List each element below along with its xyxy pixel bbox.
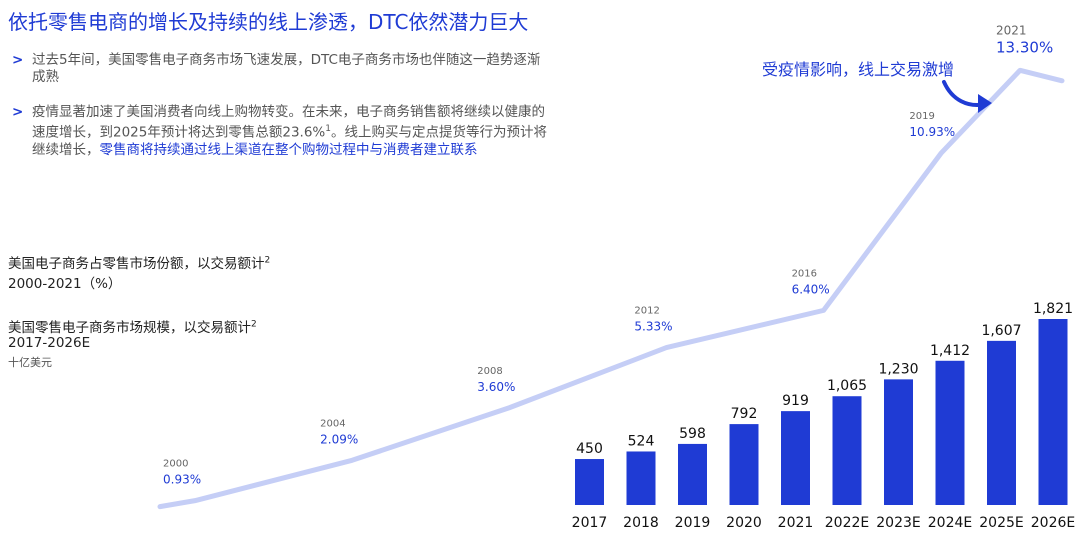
annotation-text: 受疫情影响，线上交易激增 xyxy=(762,60,955,79)
bar xyxy=(575,459,604,505)
bar-value-label: 1,607 xyxy=(981,323,1021,339)
share-line-series xyxy=(157,67,1065,510)
bar-value-label: 450 xyxy=(576,441,603,457)
share-year-label: 2008 xyxy=(477,366,502,377)
size-chart-title: 美国零售电子商务市场规模，以交易额计2 xyxy=(8,319,257,337)
bar-value-label: 598 xyxy=(679,426,706,442)
bar xyxy=(884,379,913,505)
bar-value-label: 1,412 xyxy=(930,343,970,359)
size-chart-range: 2017-2026E xyxy=(8,335,91,351)
bar-category-label: 2025E xyxy=(979,515,1023,531)
bullet-2-highlight: 零售商将持续通过线上渠道在整个购物过程中与消费者建立联系 xyxy=(99,141,478,158)
share-year-label: 2016 xyxy=(792,268,817,279)
bar-category-label: 2020 xyxy=(726,515,762,531)
bar-value-label: 792 xyxy=(731,406,758,422)
share-year-label: 2004 xyxy=(320,418,345,429)
bullet-2-text-a: 疫情显著加速了美国消费者向线上购物转变。在未来，电子商务销售额将继续以健康的速度… xyxy=(32,104,545,141)
share-value-label: 3.60% xyxy=(477,380,515,394)
bullet-2-text: 疫情显著加速了美国消费者向线上购物转变。在未来，电子商务销售额将继续以健康的速度… xyxy=(32,104,552,159)
annotation-arrowhead-icon xyxy=(978,94,992,113)
bar xyxy=(729,424,759,505)
bullet-1-text: 过去5年间，美国零售电子商务市场飞速发展，DTC电子商务市场也伴随这一趋势逐渐成… xyxy=(32,52,541,85)
bar-value-label: 524 xyxy=(628,433,655,449)
share-year-label: 2012 xyxy=(634,306,659,317)
bar-value-label: 1,230 xyxy=(878,361,918,377)
page-title: 依托零售电商的增长及持续的线上渗透，DTC依然潜力巨大 xyxy=(8,10,529,34)
share-year-label: 2021 xyxy=(996,23,1027,37)
bar-value-label: 1,821 xyxy=(1033,301,1073,317)
share-value-label: 6.40% xyxy=(792,282,830,296)
bullet-1: > 过去5年间，美国零售电子商务市场飞速发展，DTC电子商务市场也伴随这一趋势逐… xyxy=(12,52,552,86)
bullet-2-text-b: 。线上购买与定点提货等行为预计将继续增长， xyxy=(32,124,547,158)
share-chart-title: 美国电子商务占零售市场份额，以交易额计2 xyxy=(8,255,271,273)
bar xyxy=(935,360,965,505)
share-value-label: 10.93% xyxy=(909,125,955,139)
share-chart-range: 2000-2021（%） xyxy=(8,276,122,292)
bullet-arrow-icon: > xyxy=(12,104,24,120)
bar-category-label: 2017 xyxy=(572,515,608,531)
footnote-1: 1 xyxy=(325,124,331,134)
bar-category-label: 2023E xyxy=(876,515,920,531)
bar-category-label: 2022E xyxy=(825,515,869,531)
bullet-2: > 疫情显著加速了美国消费者向线上购物转变。在未来，电子商务销售额将继续以健康的… xyxy=(12,104,552,159)
bar xyxy=(1038,319,1068,505)
share-year-label: 2000 xyxy=(163,459,188,470)
bar xyxy=(832,396,862,505)
bar-category-label: 2021 xyxy=(778,515,814,531)
bar-value-label: 919 xyxy=(782,393,809,409)
share-year-label: 2019 xyxy=(909,111,934,122)
bar-category-label: 2024E xyxy=(928,515,972,531)
bar-value-label: 1,065 xyxy=(827,378,867,394)
bar xyxy=(626,451,656,505)
bar-category-label: 2019 xyxy=(675,515,711,531)
share-value-label: 5.33% xyxy=(634,320,672,334)
share-value-label: 2.09% xyxy=(320,432,358,446)
bar xyxy=(987,340,1016,505)
bar-category-label: 2026E xyxy=(1031,515,1075,531)
bar-category-label: 2018 xyxy=(623,515,659,531)
bar xyxy=(678,443,707,505)
bar xyxy=(781,411,810,505)
bullet-arrow-icon: > xyxy=(12,52,24,68)
size-chart-unit: 十亿美元 xyxy=(8,356,52,369)
share-value-label: 0.93% xyxy=(163,473,201,487)
share-value-label: 13.30% xyxy=(996,38,1053,56)
